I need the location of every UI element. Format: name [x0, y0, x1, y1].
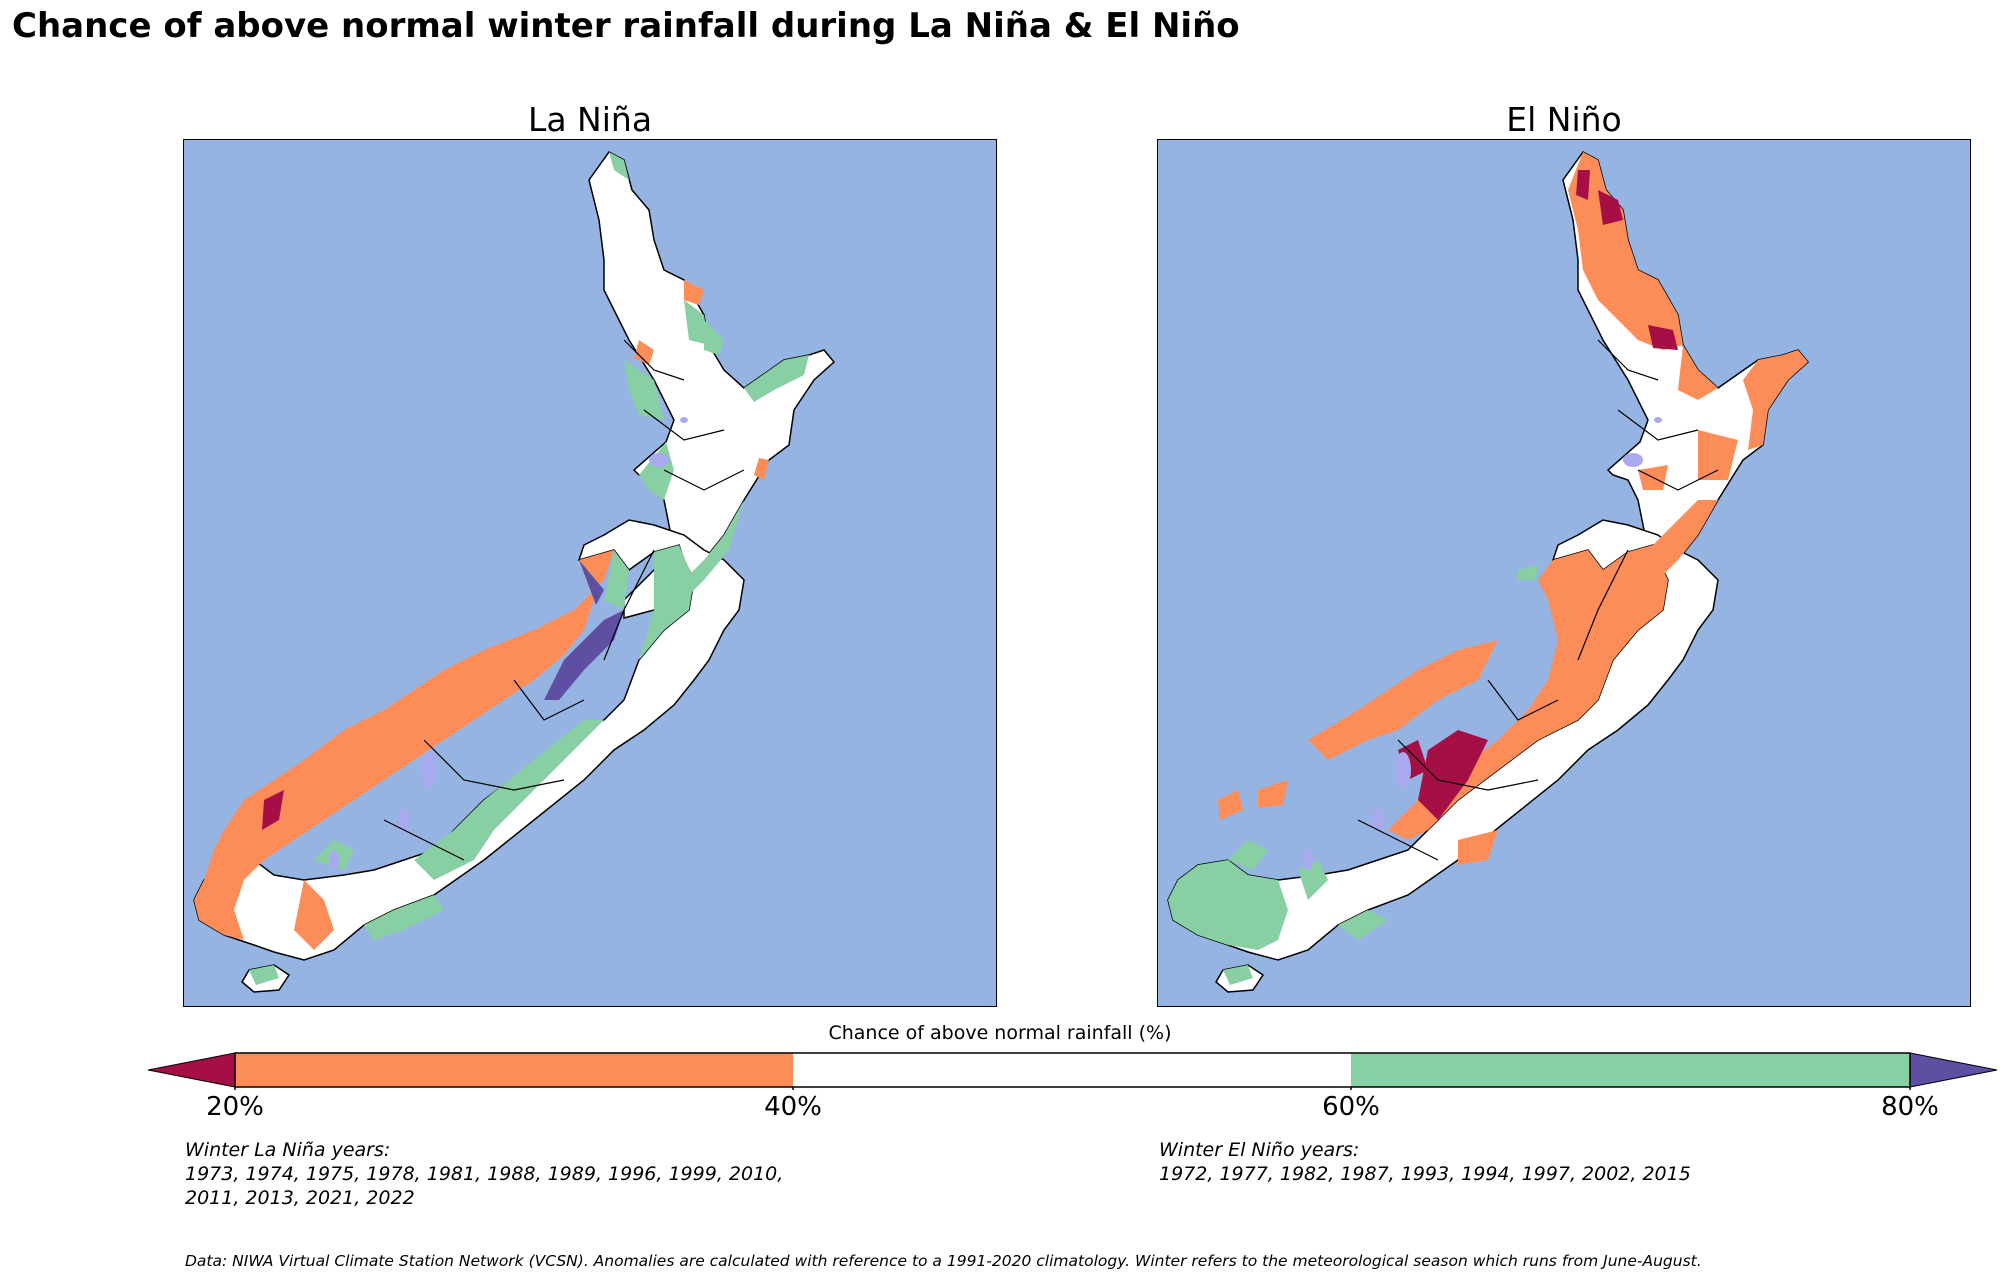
la-nina-red-patches	[262, 790, 284, 830]
la-nina-years-heading: Winter La Niña years:	[185, 1139, 391, 1161]
colorbar-label: Chance of above normal rainfall (%)	[828, 1022, 1172, 1044]
colorbar-tick-80: 80%	[1881, 1092, 1939, 1122]
la-nina-green-patches	[249, 152, 809, 985]
el-nino-orange-patches	[1218, 152, 1808, 865]
colorbar-20-40	[235, 1053, 793, 1087]
el-nino-years-line1: 1972, 1977, 1982, 1987, 1993, 1994, 1997…	[1159, 1163, 1691, 1185]
la-nina-orange-patches	[194, 280, 769, 950]
la-nina-years-line2: 2011, 2013, 2021, 2022	[185, 1187, 415, 1209]
colorbar-high-extend	[1909, 1052, 1998, 1088]
el-nino-map[interactable]	[1157, 139, 1971, 1007]
la-nina-map[interactable]	[183, 139, 997, 1007]
el-nino-years-heading: Winter El Niño years:	[1159, 1139, 1360, 1161]
el-nino-years: Winter El Niño years: 1972, 1977, 1982, …	[1159, 1138, 1691, 1186]
figure-title: Chance of above normal winter rainfall d…	[12, 6, 1240, 46]
colorbar-tick-60: 60%	[1322, 1092, 1380, 1122]
el-nino-map-title: El Niño	[1506, 100, 1622, 139]
colorbar-40-60	[793, 1053, 1351, 1087]
colorbar-60-80	[1351, 1053, 1910, 1087]
el-nino-green-patches	[1168, 565, 1538, 985]
la-nina-boundaries	[383, 339, 745, 861]
colorbar-tick-20: 20%	[206, 1092, 264, 1122]
la-nina-purple-patches	[544, 560, 624, 700]
colorbar	[148, 1052, 1998, 1090]
la-nina-years: Winter La Niña years: 1973, 1974, 1975, …	[185, 1138, 783, 1210]
data-source-footnote: Data: NIWA Virtual Climate Station Netwo…	[185, 1252, 1702, 1270]
el-nino-lakes	[1303, 417, 1662, 870]
la-nina-map-svg	[193, 151, 836, 993]
la-nina-map-title: La Niña	[527, 100, 653, 139]
la-nina-lakes	[329, 417, 688, 870]
el-nino-red-patches	[1398, 170, 1678, 820]
el-nino-map-svg	[1167, 151, 1810, 993]
la-nina-years-line1: 1973, 1974, 1975, 1978, 1981, 1988, 1989…	[185, 1163, 784, 1185]
colorbar-tick-40: 40%	[764, 1092, 822, 1122]
el-nino-boundaries	[1357, 339, 1719, 861]
colorbar-low-extend	[148, 1052, 236, 1088]
